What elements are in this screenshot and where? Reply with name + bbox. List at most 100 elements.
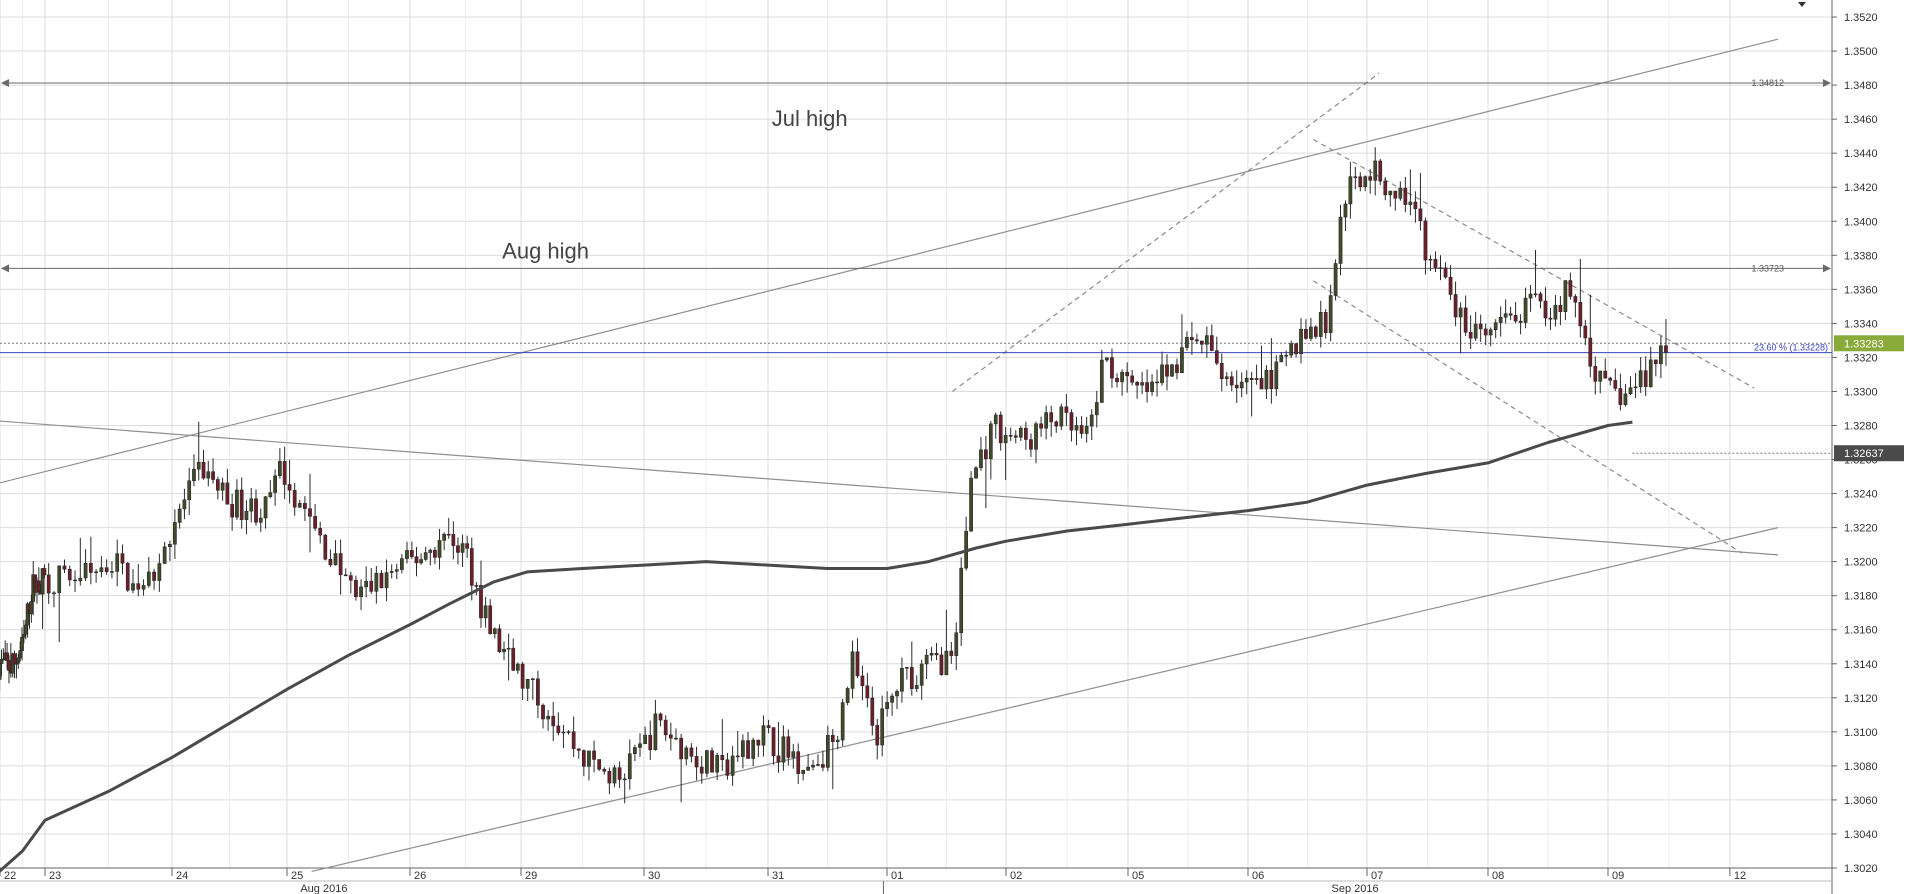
candle-body [602,768,607,772]
candle-body [710,750,714,773]
candle-body [40,568,45,595]
ma-value-tag-bg [1834,445,1904,462]
candle-body [1200,340,1204,345]
candle-body [850,651,855,689]
current-price-tag-bg [1834,335,1904,352]
candle-body [571,731,576,749]
x-tick-label: 29 [525,870,537,882]
candle-body [959,567,964,633]
y-tick-label: 1.3460 [1844,114,1878,126]
candle-body [998,414,1003,444]
candle-body [1094,402,1099,416]
x-tick-label: 02 [1010,870,1022,882]
candle-body [0,659,4,664]
candle-body [1024,427,1028,440]
candle-body [715,755,720,773]
candle-body [419,559,423,564]
candle-body [483,605,488,619]
candle-body [1428,258,1433,261]
candle-body [1170,364,1174,377]
candle-body [168,543,172,548]
candle-body [1135,382,1139,386]
candle-body [1160,364,1164,384]
candle-body [1234,384,1239,389]
candle-body [1140,382,1144,386]
candle-body [1269,369,1274,390]
chevron-down-icon [1798,2,1806,7]
candle-body [612,767,617,784]
candle-body [551,715,556,727]
candle-body [384,572,389,589]
y-tick-label: 1.3100 [1844,727,1878,739]
candle-body [1508,313,1513,316]
candle-body [1115,377,1119,383]
candle-body [1618,388,1623,405]
candle-body [1558,305,1563,312]
candle-body [1388,190,1393,196]
candle-body [627,753,632,780]
candle-body [1543,300,1548,319]
candle-body [287,484,292,491]
candle-body [303,503,307,509]
candle-body [211,471,215,480]
candle-body [835,739,840,742]
candle-body [1338,216,1343,264]
candle-body [979,449,983,468]
y-tick-label: 1.3220 [1844,523,1878,535]
candle-body [282,461,287,485]
x-tick-label: 23 [49,870,61,882]
candle-body [694,756,699,768]
candle-body [354,579,358,598]
candle-body [1110,357,1114,379]
candle-body [633,747,637,754]
candle-body [643,734,647,744]
candle-body [201,461,206,479]
candle-body [771,727,776,757]
candle-body [359,586,363,598]
candle-body [502,648,506,653]
candle-body [157,563,162,581]
candle-body [1583,325,1588,339]
candle-body [177,508,182,523]
candle-body [364,580,369,588]
x-tick-label: 22 [4,870,16,882]
candle-body [984,449,988,459]
candle-body [1443,267,1448,278]
candle-body [192,468,196,481]
candle-body [653,713,658,751]
candle-body [506,647,511,650]
candle-body [1373,160,1378,181]
x-tick-label: 06 [1252,870,1264,882]
candle-body [110,571,114,573]
candle-body [1648,359,1653,387]
candle-body [389,571,394,573]
candle-body [1079,425,1084,434]
x-tick-label: 25 [291,870,303,882]
candle-body [515,663,520,671]
candle-body [875,725,880,746]
candle-body [1528,293,1533,299]
candle-body [1328,295,1333,333]
candle-body [374,572,379,592]
candle-body [348,575,353,581]
candle-body [328,558,333,566]
candle-body [969,477,973,532]
candle-body [944,650,949,676]
candle-body [254,498,258,523]
x-tick-label: 08 [1492,870,1504,882]
candle-body [1518,320,1523,323]
candle-body [929,653,934,656]
candle-body [1463,307,1468,333]
y-tick-label: 1.3120 [1844,693,1878,705]
candle-body [1343,203,1348,218]
candle-body [73,579,77,582]
candle-body [268,492,273,497]
candle-body [479,585,483,619]
candle-body [811,764,815,768]
candle-body [258,517,263,523]
candle-body [1413,201,1418,210]
candle-body [1125,371,1129,377]
candle-body [658,713,663,721]
candle-body [469,548,474,586]
